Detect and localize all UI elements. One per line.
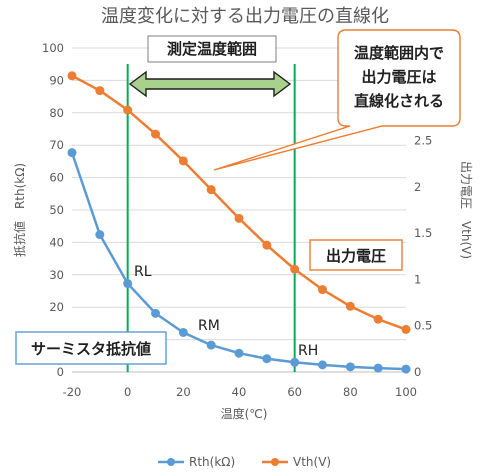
series-rth-point-1 bbox=[95, 230, 105, 240]
callout-line-2: 出力電圧は bbox=[361, 68, 436, 86]
output-label-box bbox=[309, 239, 403, 271]
rl-label: RL bbox=[134, 264, 152, 280]
callout-bubble bbox=[213, 29, 461, 171]
series-rth-point-4 bbox=[178, 327, 188, 337]
series-vth-point-10 bbox=[345, 301, 355, 311]
range-label: 測定温度範囲 bbox=[167, 40, 257, 58]
series-rth-point-5 bbox=[206, 340, 216, 350]
callout-line-3: 直線化される bbox=[354, 92, 444, 110]
rh-label: RH bbox=[298, 343, 318, 359]
series-vth-point-5 bbox=[206, 185, 216, 195]
x-axis-ticks: -20 0 20 40 60 80 100 bbox=[63, 385, 417, 399]
range-label-box bbox=[147, 35, 277, 63]
right-tick-label-4: 2 bbox=[414, 180, 421, 194]
left-tick-label-8: 80 bbox=[49, 106, 64, 120]
series-rth-point-9 bbox=[318, 360, 327, 370]
left-tick-label-10: 100 bbox=[42, 41, 64, 55]
series-rth-point-12 bbox=[401, 364, 411, 374]
range-lines bbox=[126, 64, 296, 372]
x-tick-label-4: 60 bbox=[287, 385, 302, 399]
x-tick-label-5: 80 bbox=[343, 385, 358, 399]
series-vth-point-3 bbox=[151, 129, 160, 139]
series-rth-point-8 bbox=[290, 357, 300, 367]
output-label-group: 出力電圧 bbox=[309, 239, 403, 271]
thermistor-label: サーミスタ抵抗値 bbox=[31, 340, 151, 358]
chart-title: 温度変化に対する出力電圧の直線化 bbox=[101, 6, 389, 27]
x-tick-label-0: -20 bbox=[63, 385, 82, 399]
series-vth-point-1 bbox=[95, 86, 105, 96]
series-rth-point-0 bbox=[67, 148, 77, 158]
range-annotation: 測定温度範囲 bbox=[128, 35, 292, 98]
series-vth-point-4 bbox=[178, 156, 188, 166]
legend-vth-label: Vth(V) bbox=[293, 455, 331, 469]
series-vth-point-12 bbox=[401, 324, 411, 334]
thermistor-label-group: サーミスタ抵抗値 bbox=[15, 331, 167, 365]
x-axis-title: 温度(℃) bbox=[221, 406, 268, 421]
right-tick-label-0: 0 bbox=[414, 365, 421, 379]
series-vth-point-2 bbox=[123, 105, 133, 115]
left-tick-label-0: 0 bbox=[57, 365, 64, 379]
legend-item-vth: Vth(V) bbox=[262, 455, 331, 469]
right-tick-label-2: 1 bbox=[414, 272, 421, 286]
right-axis-title: 出力電圧 Vth(V) bbox=[459, 161, 473, 259]
right-tick-label-3: 1.5 bbox=[414, 226, 432, 240]
callout-line-1: 温度範囲内で bbox=[354, 44, 444, 62]
right-tick-label-1: 0.5 bbox=[414, 319, 432, 333]
series-vth-point-9 bbox=[318, 285, 327, 295]
left-tick-label-5: 50 bbox=[49, 203, 64, 217]
series-vth-point-6 bbox=[234, 213, 244, 223]
series-vth-point-7 bbox=[262, 240, 272, 250]
series-layer bbox=[67, 71, 411, 374]
left-tick-label-6: 60 bbox=[49, 171, 64, 185]
series-rth-point-11 bbox=[373, 363, 383, 373]
x-tick-label-1: 0 bbox=[124, 385, 131, 399]
series-rth-point-3 bbox=[151, 308, 160, 318]
legend-rth-marker bbox=[167, 458, 175, 466]
series-rth-point-2 bbox=[123, 279, 133, 289]
legend-rth-label: Rth(kΩ) bbox=[189, 455, 235, 469]
series-rth-point-10 bbox=[345, 362, 355, 372]
left-tick-label-4: 40 bbox=[49, 235, 64, 249]
left-tick-label-7: 70 bbox=[49, 138, 64, 152]
left-tick-label-3: 30 bbox=[49, 268, 64, 282]
callout: 温度範囲内で 出力電圧は 直線化される bbox=[213, 29, 461, 171]
x-tick-label-6: 100 bbox=[395, 385, 417, 399]
right-tick-label-5: 2.5 bbox=[414, 134, 432, 148]
series-vth-point-8 bbox=[290, 264, 300, 274]
x-tick-label-2: 20 bbox=[176, 385, 191, 399]
thermistor-label-box bbox=[15, 331, 167, 365]
left-tick-label-9: 90 bbox=[49, 73, 64, 87]
output-label: 出力電圧 bbox=[326, 247, 386, 265]
series-vth-point-0 bbox=[67, 71, 77, 81]
series-vth-point-11 bbox=[373, 314, 383, 324]
rm-label: RM bbox=[198, 318, 220, 334]
series-rth-point-6 bbox=[234, 348, 244, 358]
x-tick-label-3: 40 bbox=[232, 385, 247, 399]
legend: Rth(kΩ) Vth(V) bbox=[158, 455, 331, 469]
series-rth-point-7 bbox=[262, 354, 272, 364]
legend-item-rth: Rth(kΩ) bbox=[158, 455, 235, 469]
legend-vth-marker bbox=[271, 458, 279, 466]
left-axis-ticks: 0102030405060708090100 bbox=[42, 41, 64, 379]
left-tick-label-2: 20 bbox=[49, 300, 64, 314]
range-arrow bbox=[128, 70, 292, 98]
left-axis-title: 抵抗値 Rth(kΩ) bbox=[12, 163, 27, 257]
